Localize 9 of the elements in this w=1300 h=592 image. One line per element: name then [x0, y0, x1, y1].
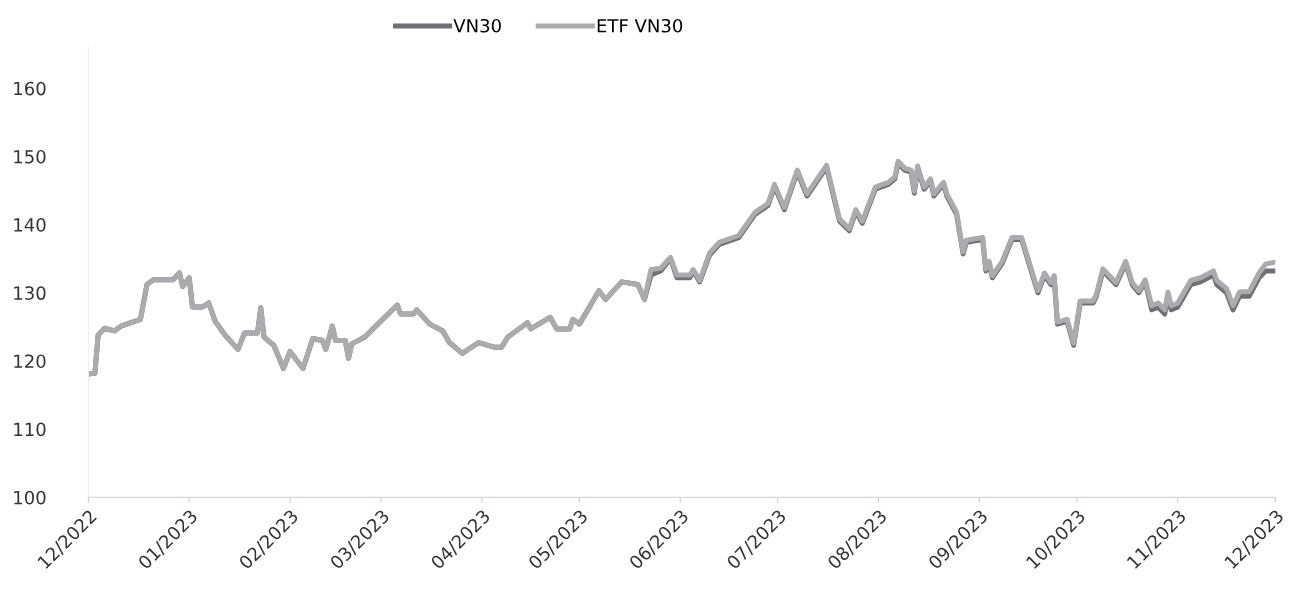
- y-tick-label: 110: [14, 422, 46, 437]
- y-tick-label: 130: [14, 286, 46, 300]
- legend-label: VN30: [453, 18, 501, 33]
- y-tick-label: 120: [14, 354, 46, 369]
- y-tick-label: 140: [14, 218, 46, 232]
- y-tick-label: 100: [14, 490, 46, 505]
- y-tick-label: 150: [14, 149, 46, 164]
- y-tick-label: 160: [14, 81, 46, 96]
- legend-label: ETF VN30: [597, 18, 683, 33]
